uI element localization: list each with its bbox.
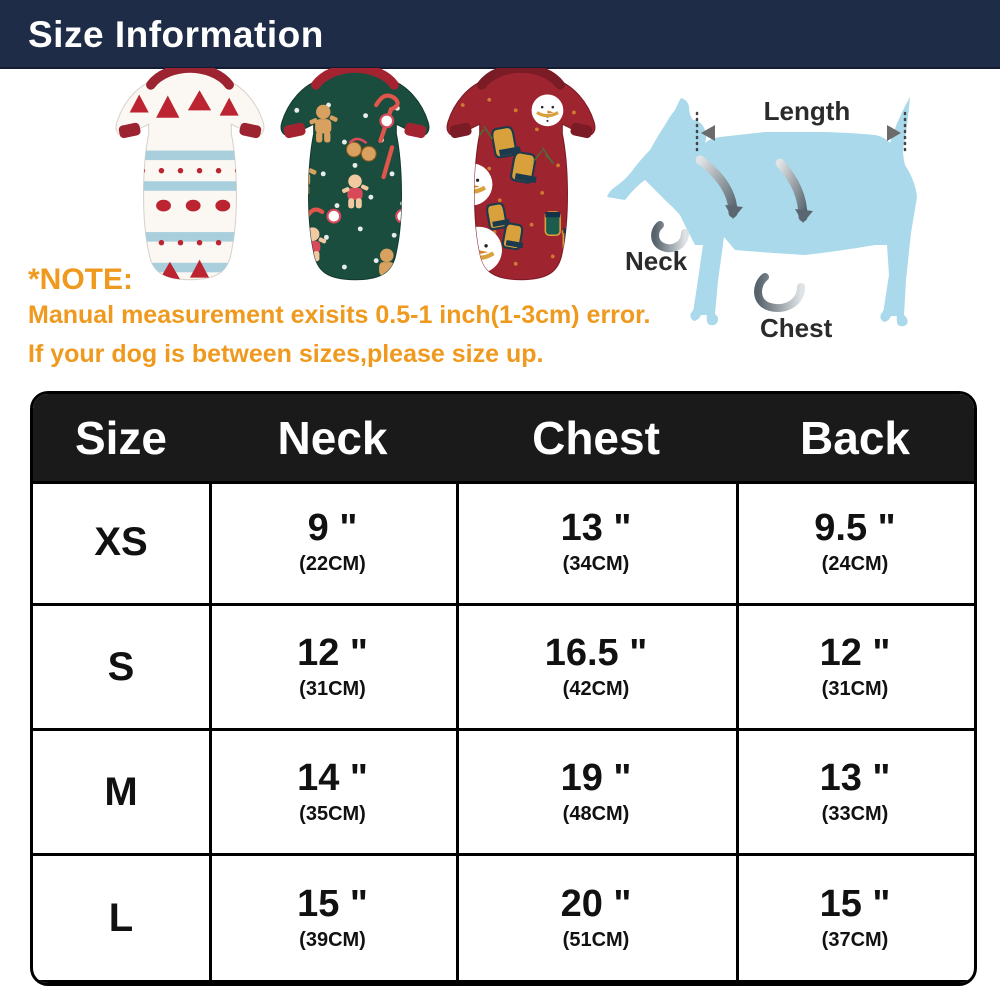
svg-text:Neck: Neck [625, 246, 688, 276]
svg-text:Chest: Chest [760, 313, 833, 343]
svg-text:Length: Length [764, 96, 851, 126]
